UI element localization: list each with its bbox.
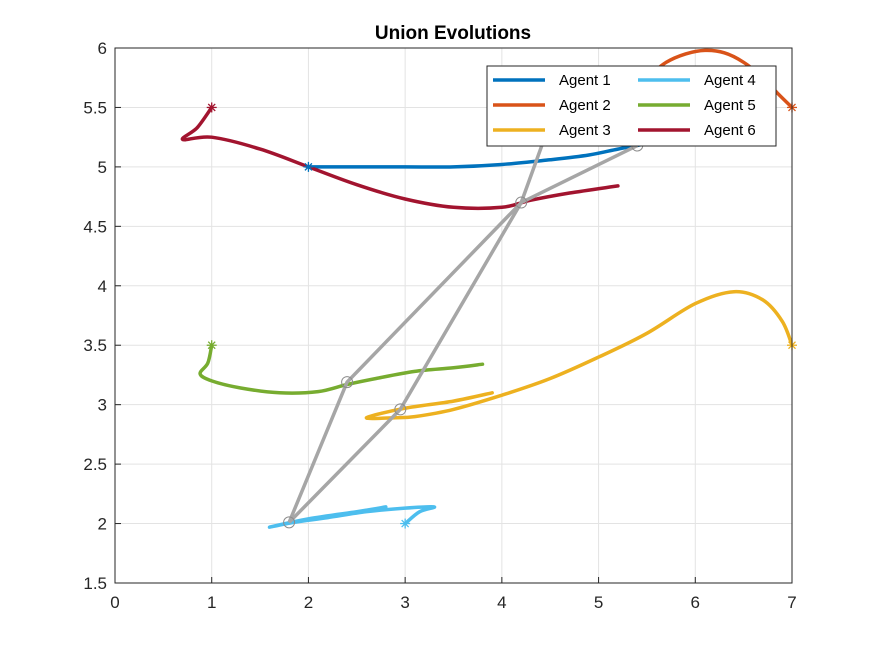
chart-title: Union Evolutions [375, 23, 531, 44]
y-axis-ticks: 1.5 2 2.5 3 3.5 4 4.5 5 5.5 6 [83, 39, 121, 593]
x-tick-label: 2 [304, 593, 313, 612]
series-line-6 [180, 105, 620, 211]
legend-label-4: Agent 4 [704, 72, 756, 89]
legend-label-2: Agent 2 [559, 97, 611, 114]
union-link-1 [287, 143, 639, 524]
series-line-4 [267, 504, 437, 529]
legend-label-3: Agent 3 [559, 122, 611, 139]
y-tick-label: 4.5 [83, 217, 107, 236]
y-tick-label: 3 [98, 396, 107, 415]
legend: Agent 1 Agent 2 Agent 3 Agent 4 Agent 5 Agent… [486, 65, 777, 147]
union-node-4 [515, 196, 528, 209]
y-tick-label: 6 [98, 39, 107, 58]
y-tick-label: 5 [98, 158, 107, 177]
plot-frame [114, 47, 793, 584]
start-marker-4 [400, 518, 411, 529]
y-tick-label: 5.5 [83, 98, 107, 117]
y-tick-label: 1.5 [83, 574, 107, 593]
x-tick-label: 6 [691, 593, 700, 612]
start-marker-1 [303, 161, 314, 172]
x-tick-label: 5 [594, 593, 603, 612]
x-tick-label: 3 [400, 593, 409, 612]
x-tick-label: 4 [497, 593, 506, 612]
marker-stroke [401, 519, 410, 528]
x-axis-ticks: 0 1 2 3 4 5 6 7 [110, 577, 797, 612]
y-tick-label: 2.5 [83, 455, 107, 474]
union-node-1 [283, 516, 296, 529]
series-line-5 [198, 343, 485, 395]
marker-stroke [207, 341, 216, 350]
x-tick-label: 0 [110, 593, 119, 612]
union-node-3 [394, 403, 407, 416]
x-tick-label: 7 [787, 593, 796, 612]
start-marker-6 [206, 102, 217, 113]
start-marker-5 [206, 340, 217, 351]
legend-label-6: Agent 6 [704, 122, 756, 139]
union-node-2 [341, 376, 354, 389]
y-tick-label: 3.5 [83, 336, 107, 355]
y-tick-label: 4 [98, 277, 107, 296]
marker-stroke [304, 162, 313, 171]
series-line-3 [364, 289, 792, 421]
y-tick-label: 2 [98, 515, 107, 534]
legend-label-5: Agent 5 [704, 97, 756, 114]
x-tick-label: 1 [207, 593, 216, 612]
union-link-2 [287, 95, 562, 524]
marker-stroke [207, 103, 216, 112]
legend-label-1: Agent 1 [559, 72, 611, 89]
